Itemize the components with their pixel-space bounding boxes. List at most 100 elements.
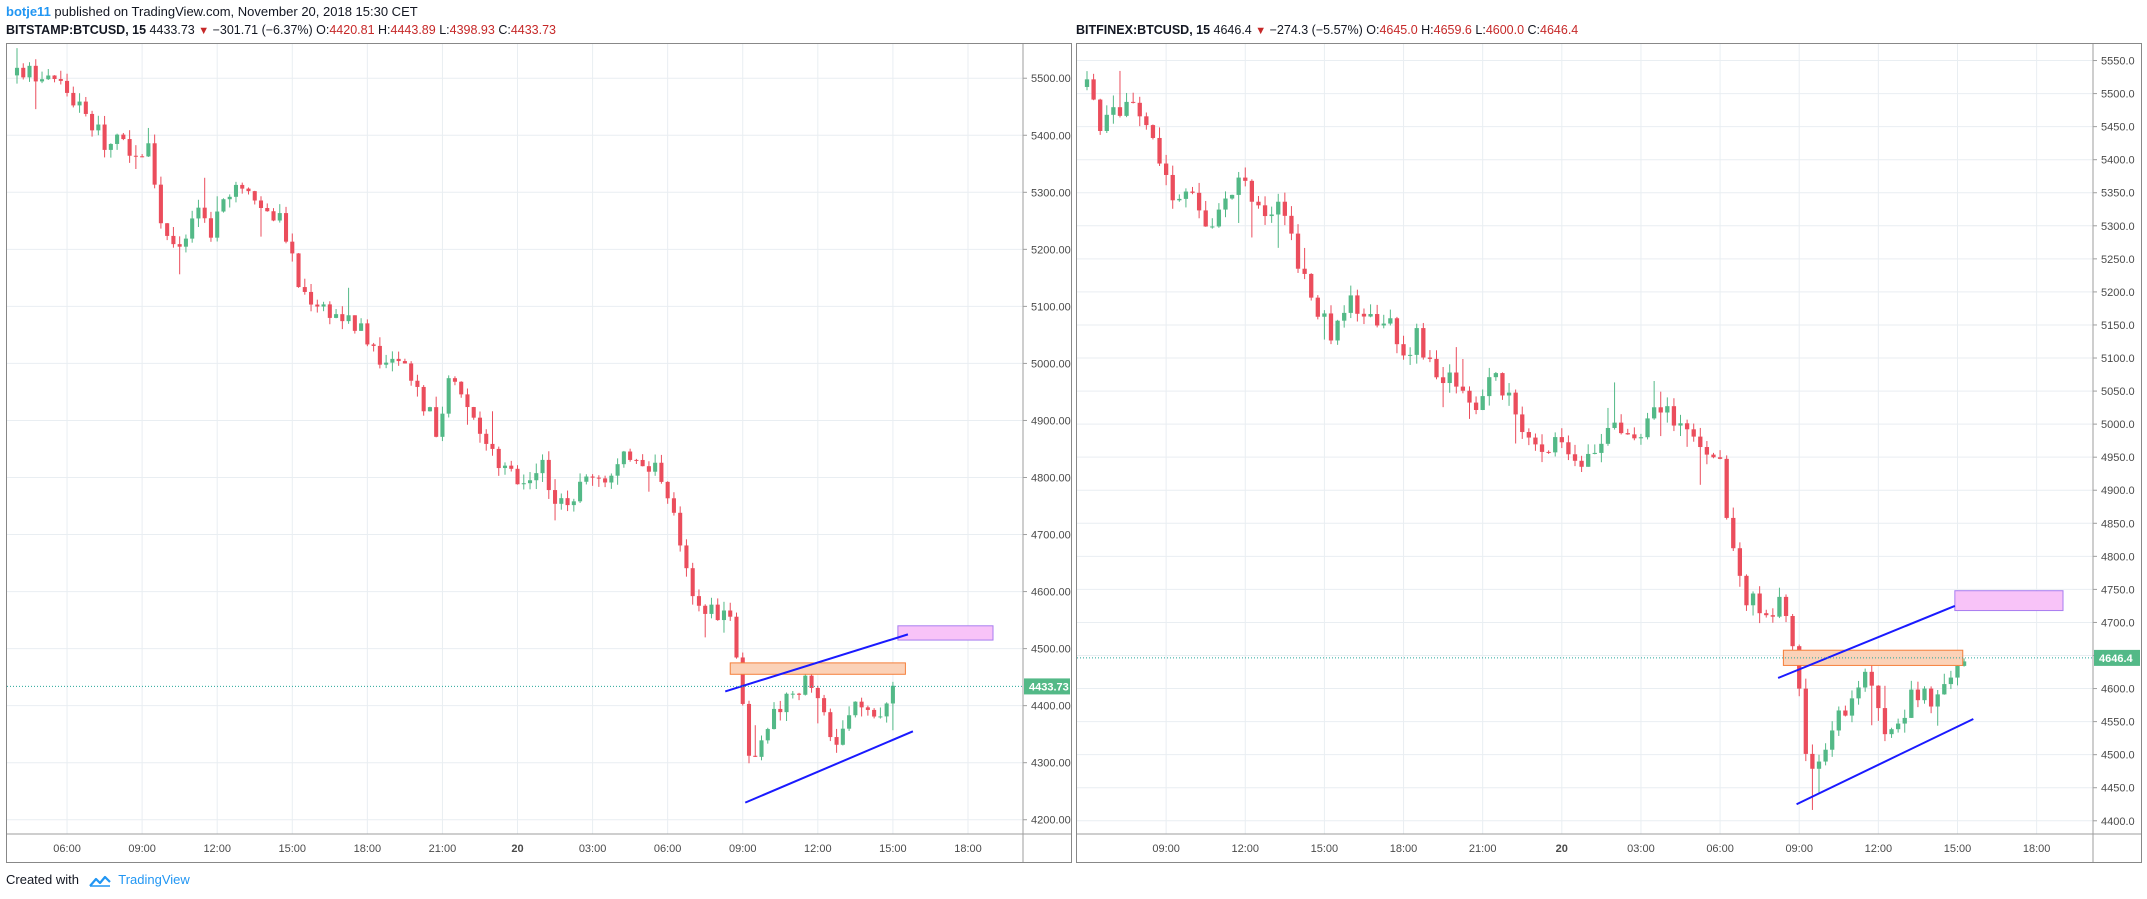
candle-down — [315, 304, 320, 307]
candle-down — [152, 143, 157, 185]
candle-down — [1869, 671, 1874, 686]
candle-down — [1539, 444, 1545, 452]
candle-down — [1619, 422, 1624, 434]
candle-down — [1572, 454, 1578, 461]
candle-down — [471, 407, 476, 418]
candle-up — [884, 703, 889, 717]
candle-down — [828, 712, 833, 738]
candle-up — [196, 207, 201, 219]
candle-down — [1928, 688, 1934, 707]
candle-up — [146, 143, 151, 157]
candle-down — [1764, 613, 1769, 616]
candle-up — [190, 218, 195, 239]
candle-down — [1546, 451, 1551, 453]
candle-up — [853, 701, 858, 716]
candle-down — [127, 139, 132, 156]
candle-down — [496, 448, 501, 469]
open-label: O: — [316, 23, 330, 37]
candle-up — [1348, 295, 1353, 313]
candle-up — [571, 501, 576, 506]
candle-up — [1651, 407, 1657, 419]
candle-down — [165, 223, 170, 236]
candle-down — [1915, 689, 1921, 701]
candle-down — [1724, 458, 1729, 518]
candle-down — [1520, 414, 1525, 433]
candle-down — [240, 184, 245, 189]
candle-down — [402, 361, 407, 364]
chart-svg-bitfinex[interactable]: 4400.04450.04500.04550.04600.04650.04700… — [1077, 44, 2141, 862]
candle-up — [771, 708, 777, 730]
candle-down — [603, 478, 608, 483]
candle-up — [1592, 452, 1597, 454]
candle-up — [1665, 406, 1670, 413]
candles — [14, 48, 895, 764]
candle-down — [1328, 313, 1334, 341]
candle-down — [409, 363, 414, 381]
candle-down — [1704, 447, 1710, 455]
candle-down — [1355, 295, 1360, 314]
candle-up — [1849, 698, 1855, 716]
price-tick-label: 5350.0 — [2101, 188, 2135, 200]
candle-down — [1289, 215, 1294, 234]
candle-down — [265, 208, 270, 212]
candle-down — [1137, 102, 1142, 117]
candle-down — [1361, 313, 1367, 317]
candle-down — [628, 451, 633, 460]
candle-up — [1750, 593, 1756, 606]
candle-up — [709, 604, 714, 614]
chart-panel-bitstamp[interactable]: 4200.00 4300.00 4400.00 4500.00 4600.00 4700.… — [6, 43, 1072, 863]
upper-trendline — [1777, 604, 1956, 679]
price-tick-label: 4400.0 — [2101, 816, 2135, 828]
candle-down — [684, 545, 689, 569]
candle-down — [1711, 454, 1716, 458]
candle-down — [1440, 377, 1446, 384]
candle-up — [1863, 671, 1868, 688]
candle-down — [746, 703, 752, 756]
candle-down — [678, 512, 683, 546]
candle-down — [659, 462, 664, 482]
candle-down — [1658, 407, 1663, 413]
candle-down — [340, 314, 345, 322]
candle-up — [1816, 761, 1822, 769]
candle-up — [765, 729, 770, 741]
candle-up — [14, 67, 20, 76]
time-tick-label: 12:00 — [203, 843, 231, 855]
candle-down — [1698, 436, 1703, 448]
tradingview-link[interactable]: TradingView — [118, 872, 190, 887]
candle-up — [1823, 749, 1828, 762]
time-tick-label: 12:00 — [1232, 843, 1260, 855]
candle-down — [696, 596, 701, 606]
candle-down — [1684, 423, 1690, 430]
candle-up — [527, 480, 533, 484]
close-value: 4646.4 — [1540, 23, 1579, 37]
candle-up — [334, 314, 339, 318]
candle-down — [1783, 596, 1789, 617]
price-tick-label: 5000.0 — [2101, 419, 2135, 431]
author-name[interactable]: botje11 — [6, 4, 51, 19]
candle-up — [427, 407, 432, 412]
candle-down — [1467, 390, 1472, 403]
time-tick-label: 15:00 — [1944, 843, 1972, 855]
time-tick-label: 09:00 — [729, 843, 757, 855]
candle-up — [1645, 418, 1650, 438]
chart-svg-bitstamp[interactable]: 4200.00 4300.00 4400.00 4500.00 4600.00 4700.… — [7, 44, 1071, 862]
candle-up — [540, 459, 545, 474]
candle-up — [1902, 717, 1907, 724]
open-label: O: — [1366, 23, 1380, 37]
symbol-label: BITSTAMP:BTCUSD, 15 — [6, 23, 147, 37]
candle-down — [565, 498, 570, 506]
candle-down — [865, 707, 870, 710]
candle-down — [296, 253, 301, 288]
candle-up — [1229, 194, 1235, 199]
candle-up — [1223, 198, 1228, 210]
time-tick-label: 09:00 — [1785, 843, 1813, 855]
candle-up — [1678, 423, 1683, 426]
candle-down — [1434, 358, 1439, 378]
candle-up — [1553, 437, 1558, 453]
price-tick-label: 4600.00 — [1031, 587, 1071, 599]
candle-up — [559, 498, 564, 504]
candle-up — [183, 238, 188, 247]
chart-panel-bitfinex[interactable]: 4400.04450.04500.04550.04600.04650.04700… — [1076, 43, 2142, 863]
candle-down — [515, 468, 520, 485]
candle-up — [46, 75, 51, 80]
